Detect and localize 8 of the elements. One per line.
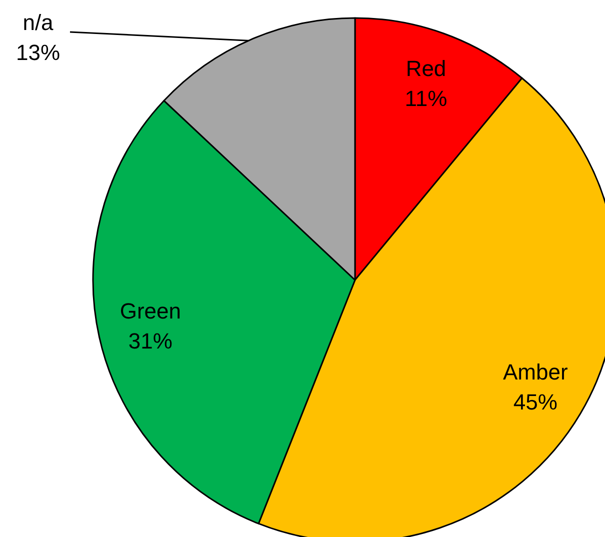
data-label: 45%	[513, 390, 558, 415]
data-label: 31%	[128, 328, 172, 354]
slice-label: Green	[120, 298, 182, 324]
slice-label: Red	[406, 56, 446, 81]
slice-label: n/a	[22, 10, 54, 35]
data-label: 13%	[16, 40, 60, 65]
data-label: 11%	[404, 86, 448, 111]
slice-label: Amber	[503, 360, 568, 385]
